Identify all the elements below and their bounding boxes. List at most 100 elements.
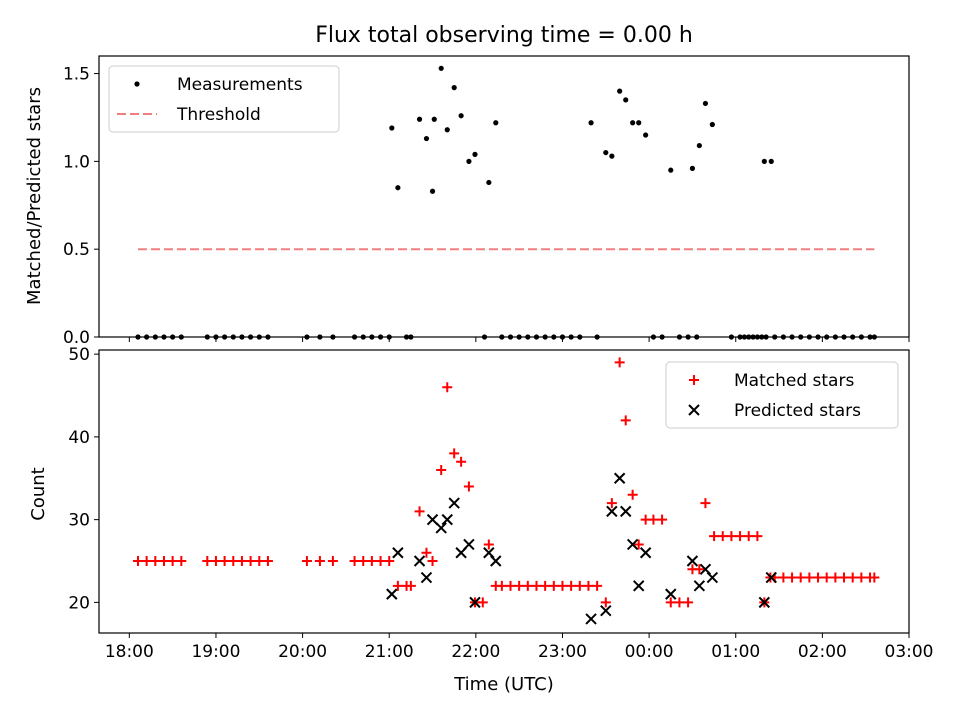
figure-title: Flux total observing time = 0.00 h [315,23,693,48]
legend-frame [108,65,340,133]
matched-star-point [514,580,525,591]
predicted-star-point [435,522,447,534]
matched-star-point [606,498,617,509]
matched-star-point [856,572,867,583]
x-axis-label: Time (UTC) [453,674,554,695]
matched-star-point [540,580,551,591]
y-tick-label: 50 [68,345,90,365]
matched-star-point [830,572,841,583]
matched-star-point [574,580,585,591]
x-tick-label: 18:00 [105,642,154,662]
bottom-panel: 18:00 19:00 20:00 21:00 22:00 23:00 00:00 01:00… [68,345,933,662]
predicted-star-point [585,613,597,625]
matched-star-point [726,531,737,542]
axes-frame [98,55,910,338]
matched-star-point [236,556,247,567]
matched-star-point [674,597,685,608]
x-tick-label: 22:00 [451,642,500,662]
matched-star-point [210,556,221,567]
matched-star-point [821,572,832,583]
matched-star-point [566,580,577,591]
matched-star-point [548,580,559,591]
matched-star-point [648,514,659,525]
legend: Measurements Threshold [108,65,340,133]
matched-star-point [717,531,728,542]
matched-star-point [483,539,494,550]
matched-star-point [847,572,858,583]
matched-star-point [743,531,754,542]
matched-star-point [496,580,507,591]
matched-star-point [683,597,694,608]
measurement-point [472,151,478,157]
measurement-point [493,120,499,126]
predicted-star-point [620,505,632,518]
matched-star-point [202,556,213,567]
predicted-star-point [463,538,475,551]
measurement-point [668,167,674,173]
measurement-point [395,185,401,191]
predicted-star-point [693,580,706,592]
matched-star-point [778,572,789,583]
measurement-point [438,65,444,71]
matched-star-point [463,481,474,492]
matched-star-point [787,572,798,583]
legend-label: Measurements [177,75,303,95]
predicted-star-point [426,513,439,526]
measurement-point [588,120,594,126]
predicted-star-point [758,596,771,609]
predicted-star-point [613,472,626,484]
predicted-star-point [606,505,618,518]
predicted-star-point [686,555,699,567]
measurement-point [429,188,436,194]
matched-star-point [132,556,143,567]
predicted-star-point [469,596,481,609]
matched-star-point [477,597,488,608]
measurement-point [702,100,709,107]
legend-predicted-swatch [688,404,700,416]
predicted-star-point [706,571,719,584]
matched-star-point [839,572,850,583]
predicted-star-point [665,588,677,600]
matched-star-point [633,539,644,550]
matched-star-point [614,357,625,368]
matched-star-point [405,580,416,591]
measurement-point [696,142,702,149]
matched-star-point [358,556,369,567]
measurement-point [458,113,464,119]
x-tick-label: 01:00 [711,642,760,662]
matched-star-point [167,556,178,567]
y-tick-label: 0.0 [63,328,90,348]
legend-frame [665,361,899,429]
measurement-point [768,158,774,164]
measurement-point [389,125,395,131]
matched-star-point [735,531,746,542]
matched-star-point [228,556,239,567]
matched-star-point [456,456,467,467]
matched-star-point [709,531,720,542]
matched-star-point [176,556,187,567]
matched-star-point [869,572,880,583]
predicted-star-point [441,513,453,526]
matched-star-point [421,547,432,558]
matched-star-point [700,498,711,509]
measurement-point [689,165,696,171]
predicted-star-point [633,580,645,592]
axes-frame [98,349,910,634]
predicted-star-point [386,588,398,600]
matched-star-point [620,415,631,426]
matched-star-point [752,531,763,542]
matched-star-point [384,556,395,567]
y-tick-label: 30 [68,511,90,531]
matched-star-point [427,556,438,567]
y-tick-label: 1.5 [63,65,90,85]
matched-star-point [245,556,256,567]
measurement-point [761,158,767,164]
predicted-star-point [448,497,460,509]
measurement-point [636,120,642,126]
measurement-point [466,158,472,164]
measurement-point [609,153,615,159]
measurement-point [709,121,715,128]
legend-matched-swatch [689,375,699,385]
x-tick-label: 21:00 [365,642,414,662]
